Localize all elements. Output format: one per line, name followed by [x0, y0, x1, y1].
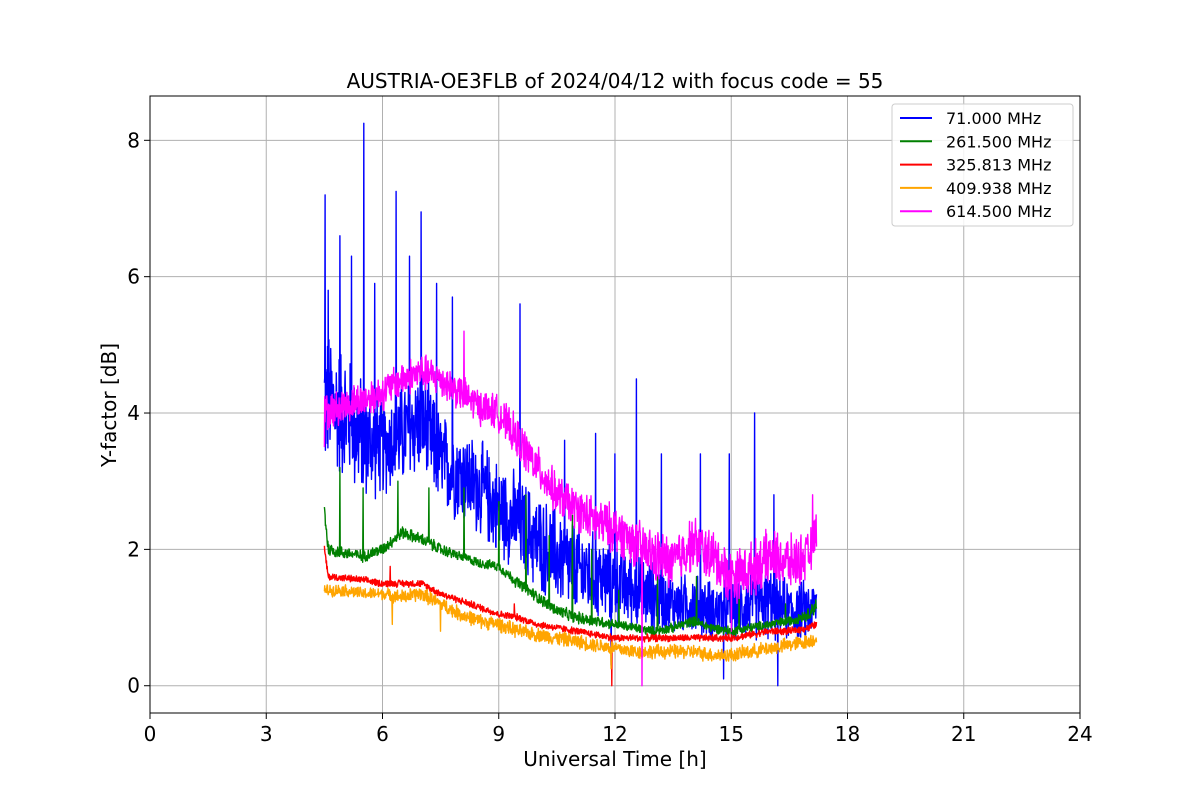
x-tick-label: 18 [835, 722, 860, 746]
y-tick-label: 2 [127, 537, 140, 561]
series-lines [323, 122, 818, 687]
x-tick-label: 21 [951, 722, 976, 746]
y-axis-ticks: 0 2 4 6 8 [127, 128, 150, 698]
x-tick-label: 24 [1067, 722, 1092, 746]
legend-label: 71.000 MHz [946, 109, 1041, 128]
series-line-3 [323, 545, 818, 687]
y-tick-label: 8 [127, 128, 140, 152]
legend-box [891, 103, 1074, 227]
legend-label: 261.500 MHz [946, 132, 1051, 151]
series-line-2 [323, 466, 818, 637]
x-tick-label: 6 [376, 722, 389, 746]
x-tick-label: 12 [602, 722, 627, 746]
x-tick-label: 0 [144, 722, 157, 746]
x-axis-ticks: 0 3 6 9 12 15 18 21 24 [144, 713, 1093, 746]
series-line-4 [323, 584, 818, 670]
chart-title: AUSTRIA-OE3FLB of 2024/04/12 with focus … [347, 69, 884, 93]
legend-label: 614.500 MHz [946, 202, 1051, 221]
series-line-5 [323, 330, 818, 687]
x-axis-label: Universal Time [h] [523, 747, 706, 771]
y-tick-label: 0 [127, 674, 140, 698]
x-tick-label: 15 [719, 722, 744, 746]
x-tick-label: 3 [260, 722, 273, 746]
plot-area [323, 122, 818, 687]
x-tick-label: 9 [492, 722, 505, 746]
legend-label: 325.813 MHz [946, 156, 1051, 175]
y-axis-label: Y-factor [dB] [97, 343, 121, 468]
y-tick-label: 6 [127, 265, 140, 289]
y-tick-label: 4 [127, 401, 140, 425]
legend-label: 409.938 MHz [946, 179, 1051, 198]
legend: 71.000 MHz 261.500 MHz 325.813 MHz 409.938 … [891, 103, 1074, 227]
